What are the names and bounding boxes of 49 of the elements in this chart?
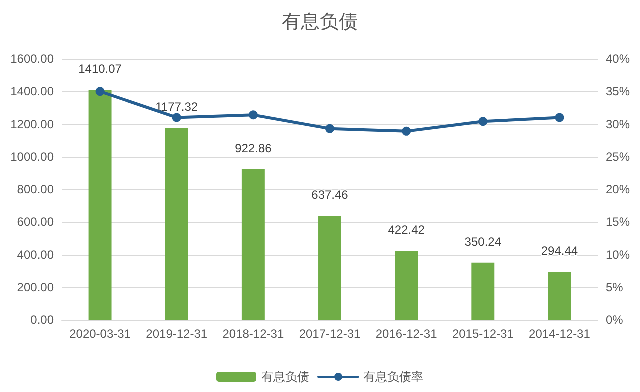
y-tick-label: 0.00 (30, 313, 54, 327)
x-tick-label: 2020-03-31 (70, 327, 132, 341)
y2-tick-label: 35% (606, 84, 630, 99)
point (326, 124, 334, 134)
data-label: 637.46 (312, 188, 349, 202)
y2-tick-label: 25% (606, 150, 630, 164)
legend-label: 有息负债率 (364, 370, 424, 384)
y2-tick-label: 10% (606, 248, 630, 262)
bar (548, 272, 572, 320)
y2-tick-label: 40% (606, 52, 630, 66)
y-tick-label: 1000.00 (10, 150, 54, 164)
y2-tick-label: 0% (606, 313, 624, 327)
x-tick-label: 2016-12-31 (376, 327, 438, 341)
y-tick-label: 600.00 (17, 215, 54, 230)
point (172, 113, 182, 122)
y2-tick-label: 5% (606, 280, 624, 294)
y-tick-label: 1400.00 (10, 84, 54, 99)
x-tick-label: 2017-12-31 (299, 327, 362, 341)
point (555, 113, 564, 122)
data-label: 1410.07 (78, 62, 122, 76)
bar (395, 251, 418, 320)
data-label: 922.86 (235, 141, 272, 156)
point (478, 117, 488, 126)
data-label: 1177.32 (156, 100, 198, 114)
bar (318, 216, 342, 320)
bar (165, 128, 188, 320)
chart-title: 有息负债 (282, 12, 358, 33)
y-tick-label: 1200.00 (10, 117, 54, 132)
y-tick-label: 200.00 (17, 280, 54, 294)
point (248, 110, 258, 120)
y2-tick-label: 15% (606, 215, 630, 230)
data-label: 422.42 (388, 223, 426, 238)
x-tick-label: 2014-12-31 (529, 327, 591, 341)
y-tick-label: 800.00 (17, 182, 54, 196)
bar (242, 169, 265, 320)
data-label: 350.24 (464, 234, 502, 249)
x-tick-label: 2019-12-31 (146, 327, 208, 341)
bar (88, 90, 112, 320)
x-tick-label: 2018-12-31 (222, 327, 284, 341)
bar (472, 262, 495, 320)
data-label: 294.44 (541, 244, 578, 258)
point (402, 126, 412, 136)
y-tick-label: 1600.00 (10, 52, 54, 66)
y2-tick-label: 30% (606, 117, 630, 132)
y-tick-label: 400.00 (17, 248, 54, 262)
legend-label: 有息负债 (262, 370, 310, 384)
point (96, 87, 105, 96)
x-tick-label: 2015-12-31 (452, 327, 514, 341)
y2-tick-label: 20% (606, 182, 630, 196)
